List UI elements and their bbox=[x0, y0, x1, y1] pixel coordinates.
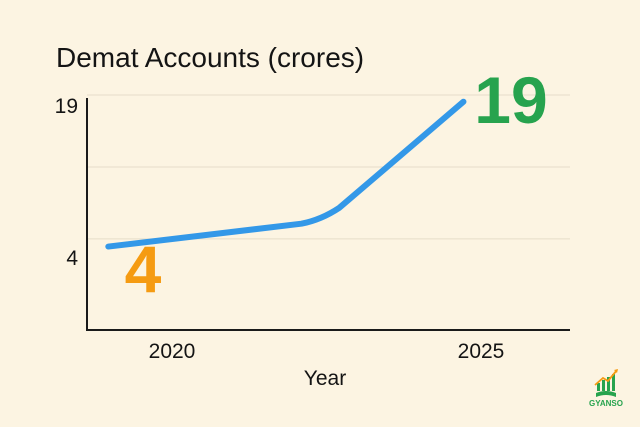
logo-text: GYANSO bbox=[589, 399, 623, 408]
x-axis-title: Year bbox=[304, 367, 346, 390]
chart-title: Demat Accounts (crores) bbox=[56, 42, 364, 73]
growth-chart-icon bbox=[594, 369, 618, 397]
gyanso-logo: GYANSO bbox=[589, 369, 623, 408]
y-tick-label: 4 bbox=[66, 247, 78, 270]
y-tick-label: 19 bbox=[55, 95, 78, 118]
x-tick-label: 2020 bbox=[149, 340, 196, 363]
end-value-label: 19 bbox=[474, 63, 547, 137]
start-value-label: 4 bbox=[125, 232, 162, 306]
series-line bbox=[105, 98, 467, 250]
x-tick-label: 2025 bbox=[458, 340, 505, 363]
